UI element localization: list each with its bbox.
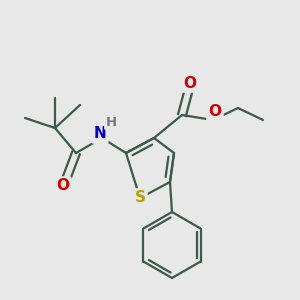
Text: O: O [184,76,196,91]
Text: H: H [105,116,117,128]
Text: S: S [134,190,146,206]
Text: O: O [56,178,70,194]
Text: O: O [208,104,221,119]
Text: N: N [94,127,106,142]
